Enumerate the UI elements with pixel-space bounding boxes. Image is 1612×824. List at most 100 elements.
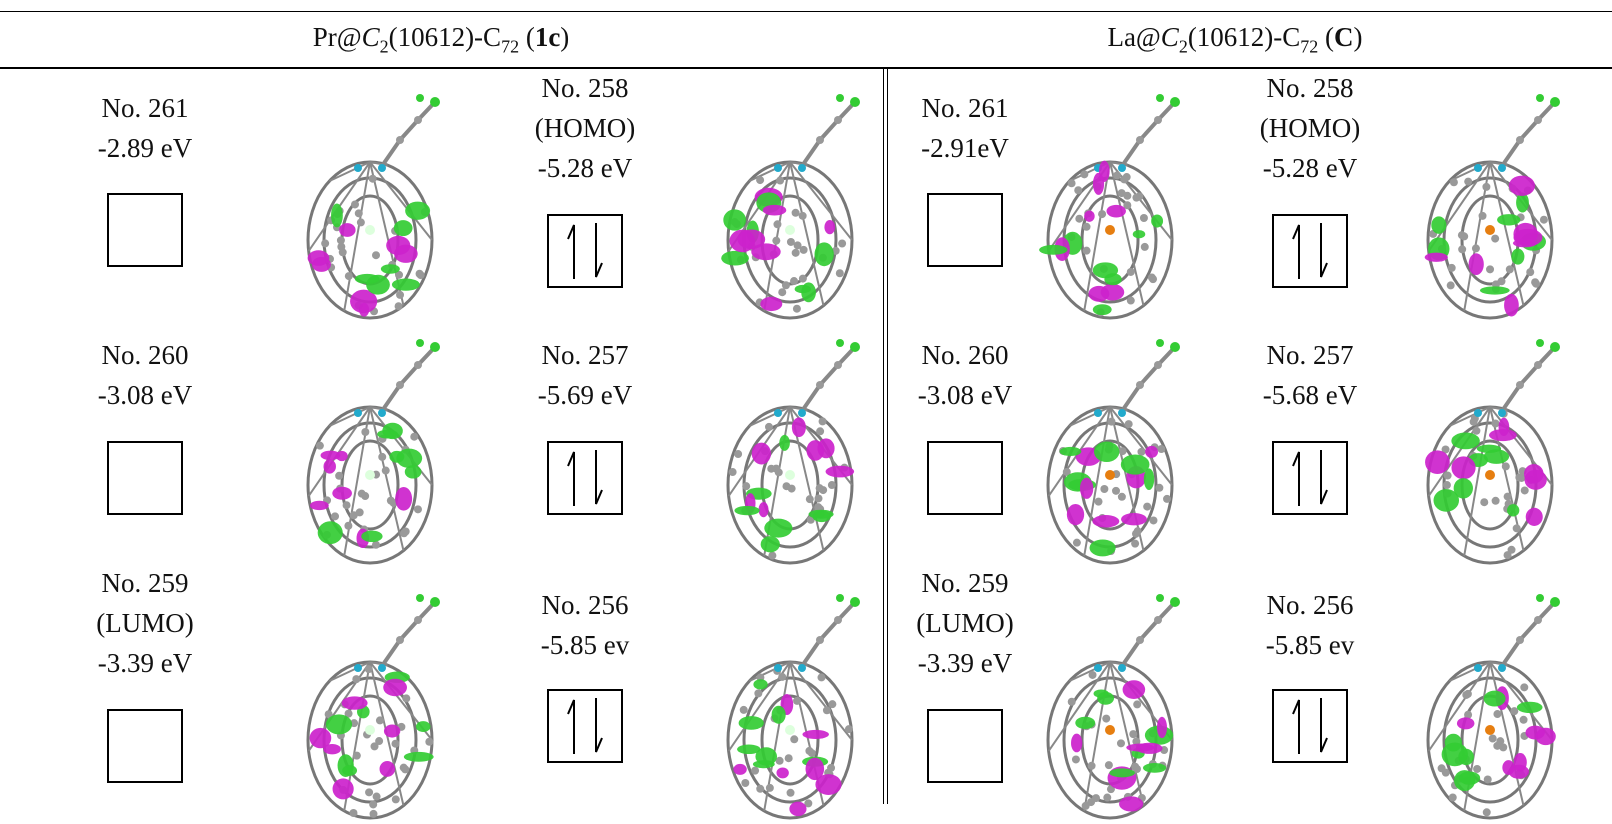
atom — [1126, 267, 1135, 276]
atom — [381, 466, 390, 475]
cage-bond — [1463, 406, 1491, 557]
atom — [315, 441, 324, 450]
orbital-lobe — [805, 757, 825, 781]
atom — [1464, 177, 1473, 186]
atom — [793, 696, 802, 705]
atom — [1074, 186, 1083, 195]
atom — [1140, 242, 1149, 251]
header-part: 72 — [501, 36, 520, 57]
orbital-lobe — [1092, 304, 1112, 316]
atom — [396, 381, 404, 389]
atom — [816, 381, 824, 389]
orbital-lobe — [1424, 252, 1448, 262]
nitrogen — [354, 664, 362, 672]
empty-box — [927, 709, 1003, 783]
atom — [425, 737, 434, 746]
chlorine — [1536, 594, 1544, 602]
cage-bond — [1109, 661, 1145, 806]
orbital-lobe — [380, 264, 400, 274]
atom — [1062, 467, 1071, 476]
side-chain — [1120, 600, 1177, 668]
orbital-lobe — [1483, 690, 1506, 707]
orbital-lobe — [734, 505, 760, 516]
atom — [756, 784, 765, 793]
nitrogen — [1498, 664, 1506, 672]
orbital-lobe — [1425, 450, 1450, 474]
spin-up — [1292, 224, 1300, 279]
spin-down — [595, 698, 603, 753]
atom — [372, 251, 381, 260]
side-chain — [1500, 345, 1557, 413]
orbital-lobe — [760, 296, 783, 312]
atom — [1129, 730, 1138, 739]
orbital-lobe — [1535, 727, 1556, 746]
orbital-lobe — [1121, 513, 1147, 526]
molecule-image — [1424, 94, 1560, 320]
orbital-lobe — [1497, 214, 1521, 226]
atom — [1111, 486, 1120, 495]
orbital-lobe — [1444, 733, 1462, 752]
orbital-label: (LUMO) — [96, 608, 194, 638]
atom — [1123, 191, 1132, 200]
cage-bond — [763, 161, 791, 312]
empty-box — [107, 441, 183, 515]
chlorine — [1156, 594, 1164, 602]
atom — [1463, 689, 1472, 698]
orbital-lobe — [404, 465, 422, 479]
atom — [1510, 707, 1519, 716]
orbital-lobe — [379, 761, 396, 777]
box-frame — [107, 193, 183, 267]
header-part: 1c — [534, 22, 561, 52]
side-chain — [380, 100, 437, 168]
orbital-lobe — [779, 434, 790, 451]
atom — [354, 209, 363, 218]
cage-bond — [1449, 161, 1491, 182]
side-chain — [1500, 600, 1557, 668]
atom — [791, 248, 800, 257]
atom — [1132, 737, 1141, 746]
atom — [1503, 551, 1512, 560]
cage-bond — [1109, 161, 1145, 306]
atom — [767, 464, 776, 473]
atom — [772, 236, 781, 245]
atom — [1149, 275, 1158, 284]
orbital-lobe — [383, 678, 407, 697]
orbital-lobe — [1092, 514, 1120, 528]
metal-atom — [785, 470, 795, 480]
orbital-lobe — [332, 778, 354, 800]
nitrogen — [774, 409, 782, 417]
atom — [1088, 670, 1097, 679]
atom — [356, 218, 365, 227]
orbital-label: -3.08 eV — [917, 380, 1013, 410]
orbital-lobe — [1451, 432, 1480, 450]
metal-atom — [365, 725, 375, 735]
empty-box — [927, 193, 1003, 267]
top-rule — [0, 11, 1612, 12]
spin-down — [595, 223, 603, 278]
cage-bond — [1083, 161, 1111, 312]
atom — [1520, 683, 1529, 692]
atom — [728, 468, 737, 477]
atom — [414, 361, 422, 369]
metal-atom — [785, 725, 795, 735]
side-chain — [800, 100, 857, 168]
orbital-lobe — [737, 744, 761, 755]
atom — [1116, 739, 1125, 748]
atom — [1131, 539, 1140, 548]
orbital-lobe — [325, 714, 353, 735]
atom — [349, 511, 358, 520]
atom — [337, 242, 346, 251]
atom — [391, 795, 400, 804]
orbital-label: -5.85 ev — [1265, 630, 1355, 660]
atom — [1154, 116, 1162, 124]
atom — [1515, 473, 1524, 482]
orbital-lobe — [764, 518, 793, 538]
atom — [370, 742, 379, 751]
chlorine — [1536, 94, 1544, 102]
atom — [793, 241, 802, 250]
orbital-lobe — [758, 502, 769, 518]
molecule-image — [306, 339, 440, 565]
orbital-lobe — [323, 744, 341, 755]
atom — [375, 737, 384, 746]
orbital-lobe — [1106, 204, 1126, 218]
